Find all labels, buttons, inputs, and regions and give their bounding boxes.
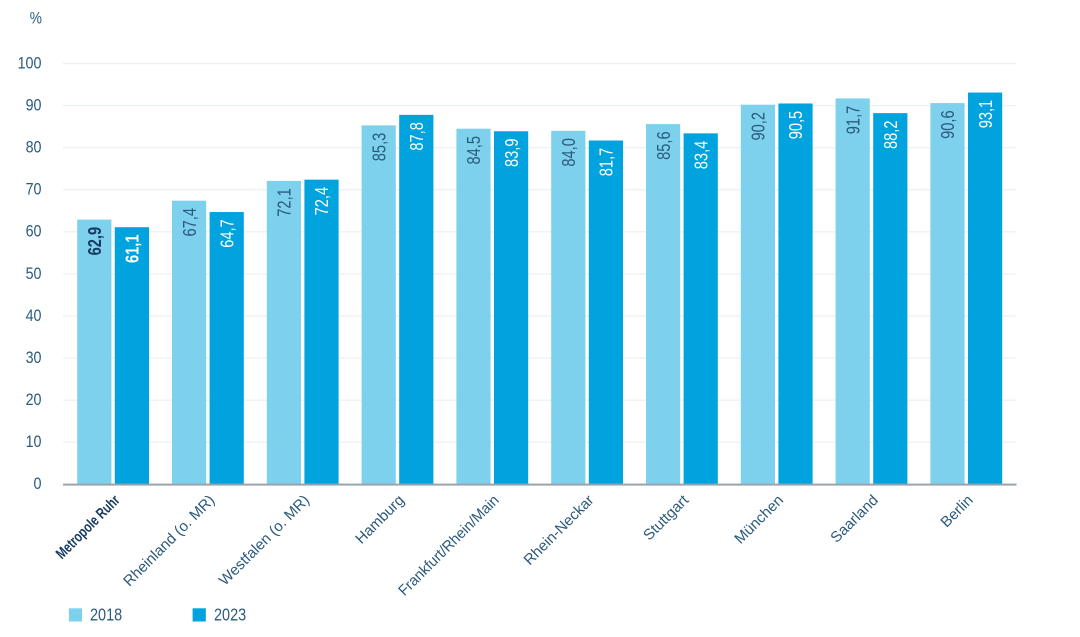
svg-text:67,4: 67,4 (180, 208, 200, 237)
svg-text:2023: 2023 (214, 605, 246, 625)
svg-text:2018: 2018 (90, 605, 122, 625)
svg-text:61,1: 61,1 (123, 235, 143, 264)
svg-text:50: 50 (26, 265, 42, 283)
svg-text:72,4: 72,4 (312, 187, 332, 216)
svg-text:83,4: 83,4 (691, 141, 711, 170)
svg-text:83,9: 83,9 (502, 139, 522, 168)
svg-text:62,9: 62,9 (85, 227, 105, 256)
svg-text:85,6: 85,6 (654, 131, 674, 160)
svg-text:85,3: 85,3 (369, 133, 389, 162)
svg-text:84,0: 84,0 (559, 138, 579, 167)
svg-text:91,7: 91,7 (843, 106, 863, 135)
svg-text:64,7: 64,7 (217, 219, 237, 248)
svg-text:87,8: 87,8 (407, 122, 427, 151)
svg-text:30: 30 (26, 349, 42, 367)
svg-text:90: 90 (26, 96, 42, 114)
svg-text:90,5: 90,5 (786, 111, 806, 140)
svg-text:40: 40 (26, 307, 42, 325)
svg-text:72,1: 72,1 (275, 188, 295, 217)
svg-text:20: 20 (26, 391, 42, 409)
svg-text:88,2: 88,2 (881, 121, 901, 150)
svg-text:10: 10 (26, 433, 42, 451)
svg-text:0: 0 (34, 475, 42, 493)
svg-text:84,5: 84,5 (464, 136, 484, 165)
svg-text:60: 60 (26, 223, 42, 241)
svg-text:90,6: 90,6 (938, 110, 958, 138)
svg-text:100: 100 (18, 54, 42, 72)
svg-text:90,2: 90,2 (749, 112, 769, 141)
svg-text:81,7: 81,7 (597, 148, 617, 177)
svg-text:93,1: 93,1 (976, 100, 996, 129)
svg-text:80: 80 (26, 139, 42, 157)
svg-text:70: 70 (26, 181, 42, 199)
svg-text:%: % (30, 10, 42, 28)
